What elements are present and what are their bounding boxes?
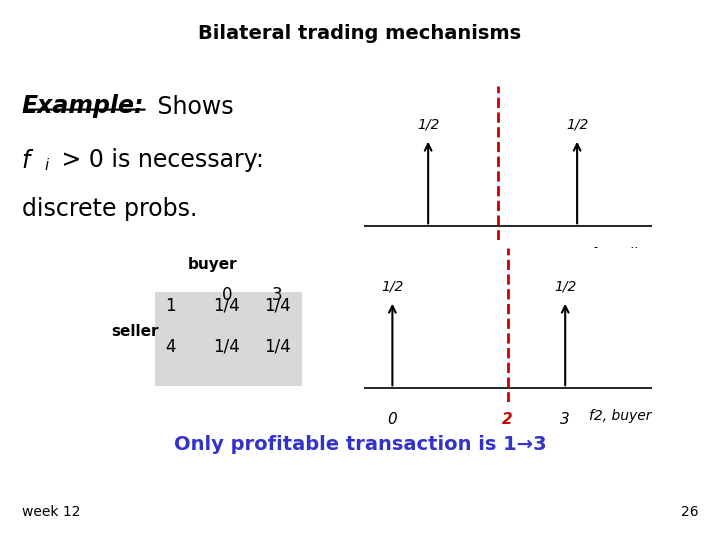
Text: f1, seller: f1, seller [591, 247, 652, 261]
Text: f2, buyer: f2, buyer [589, 409, 652, 423]
Text: Only profitable transaction is 1→3: Only profitable transaction is 1→3 [174, 435, 546, 454]
Text: 0: 0 [222, 286, 232, 304]
Text: 1/2: 1/2 [566, 118, 588, 132]
Text: f: f [22, 148, 30, 172]
Text: buyer: buyer [188, 256, 237, 272]
Text: 1/2: 1/2 [417, 118, 439, 132]
Text: 4: 4 [166, 338, 176, 355]
Text: 1/4: 1/4 [213, 297, 240, 315]
Text: 1/4: 1/4 [264, 297, 291, 315]
Text: seller: seller [112, 324, 159, 339]
Text: Bilateral trading mechanisms: Bilateral trading mechanisms [199, 24, 521, 43]
Text: > 0 is necessary:: > 0 is necessary: [54, 148, 264, 172]
Text: 3: 3 [272, 286, 282, 304]
Text: Shows: Shows [150, 94, 233, 118]
Text: 1/2: 1/2 [381, 280, 404, 294]
Text: 1: 1 [166, 297, 176, 315]
Text: 1/4: 1/4 [213, 338, 240, 355]
Text: 1/2: 1/2 [554, 280, 577, 294]
FancyBboxPatch shape [155, 292, 302, 386]
Text: 1/4: 1/4 [264, 338, 291, 355]
Text: 26: 26 [681, 505, 698, 519]
Text: i: i [45, 158, 49, 173]
Text: discrete probs.: discrete probs. [22, 197, 197, 221]
Text: Example:: Example: [22, 94, 144, 118]
Text: week 12: week 12 [22, 505, 80, 519]
